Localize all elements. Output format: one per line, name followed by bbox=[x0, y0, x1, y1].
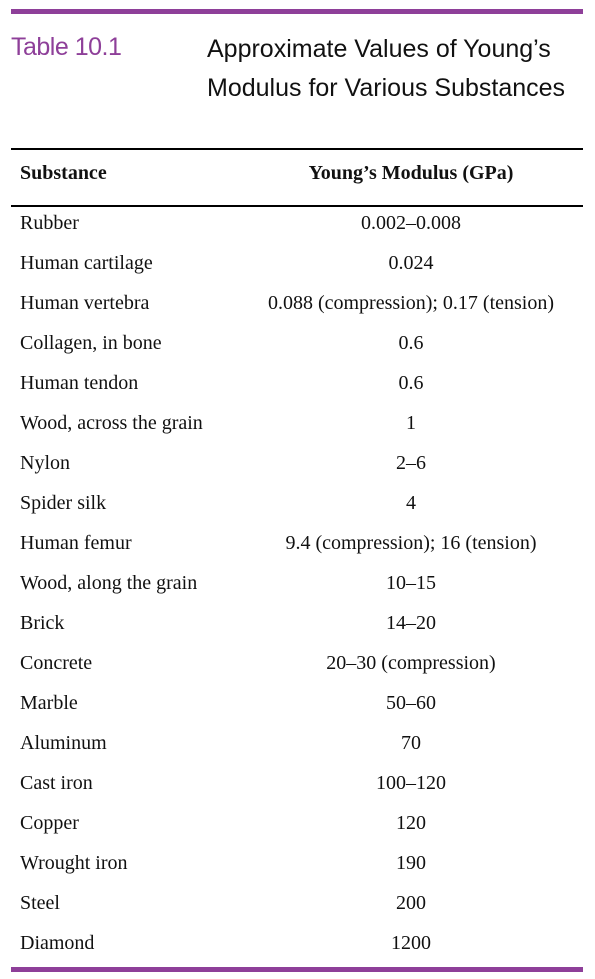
modulus-cell: 1 bbox=[406, 412, 416, 434]
table-row: Nylon 2–6 bbox=[11, 444, 583, 484]
table-row: Rubber 0.002–0.008 bbox=[11, 204, 583, 244]
table-row: Diamond 1200 bbox=[11, 924, 583, 964]
modulus-cell: 10–15 bbox=[386, 572, 436, 594]
table-row: Aluminum 70 bbox=[11, 724, 583, 764]
modulus-cell: 9.4 (compression); 16 (tension) bbox=[285, 532, 537, 554]
substance-cell: Wood, along the grain bbox=[20, 572, 198, 594]
substance-cell: Rubber bbox=[20, 212, 79, 234]
header-bottom-rule bbox=[11, 205, 583, 207]
table-row: Human cartilage 0.024 bbox=[11, 244, 583, 284]
table-number-label: Table 10.1 bbox=[11, 33, 122, 61]
substance-cell: Spider silk bbox=[20, 492, 107, 514]
modulus-cell: 0.6 bbox=[398, 372, 424, 394]
modulus-cell: 50–60 bbox=[386, 692, 436, 714]
modulus-cell: 0.6 bbox=[398, 332, 424, 354]
substance-cell: Wood, across the grain bbox=[20, 412, 203, 434]
modulus-cell: 14–20 bbox=[386, 612, 436, 634]
substance-cell: Cast iron bbox=[20, 772, 93, 794]
table-row: Human femur 9.4 (compression); 16 (tensio… bbox=[11, 524, 583, 564]
substance-cell: Human cartilage bbox=[20, 252, 153, 274]
substance-cell: Collagen, in bone bbox=[20, 332, 162, 354]
modulus-cell: 190 bbox=[396, 852, 426, 874]
substance-cell: Diamond bbox=[20, 932, 95, 954]
modulus-cell: 100–120 bbox=[376, 772, 446, 794]
table-row: Human vertebra 0.088 (compression); 0.17 … bbox=[11, 284, 583, 324]
substance-cell: Human femur bbox=[20, 532, 132, 554]
modulus-cell: 2–6 bbox=[396, 452, 426, 474]
modulus-cell: 200 bbox=[396, 892, 426, 914]
header-top-rule bbox=[11, 148, 583, 150]
substance-cell: Copper bbox=[20, 812, 79, 834]
modulus-cell: 70 bbox=[401, 732, 421, 754]
table-row: Copper 120 bbox=[11, 804, 583, 844]
table-row: Cast iron 100–120 bbox=[11, 764, 583, 804]
top-accent-bar bbox=[11, 9, 583, 14]
modulus-cell: 0.088 (compression); 0.17 (tension) bbox=[267, 292, 555, 314]
modulus-cell: 20–30 (compression) bbox=[326, 652, 496, 674]
table-row: Collagen, in bone 0.6 bbox=[11, 324, 583, 364]
table-row: Steel 200 bbox=[11, 884, 583, 924]
table-body: Rubber 0.002–0.008 Human cartilage 0.024 Hum… bbox=[11, 204, 583, 964]
substance-cell: Marble bbox=[20, 692, 78, 714]
substance-cell: Human tendon bbox=[20, 372, 139, 394]
table-row: Wrought iron 190 bbox=[11, 844, 583, 884]
table-row: Brick 14–20 bbox=[11, 604, 583, 644]
header-substance: Substance bbox=[20, 162, 107, 184]
substance-cell: Concrete bbox=[20, 652, 93, 674]
substance-cell: Aluminum bbox=[20, 732, 107, 754]
header-youngs-modulus: Young’s Modulus (GPa) bbox=[308, 162, 514, 184]
table-row: Marble 50–60 bbox=[11, 684, 583, 724]
table-row: Concrete 20–30 (compression) bbox=[11, 644, 583, 684]
modulus-cell: 120 bbox=[396, 812, 426, 834]
table-row: Spider silk 4 bbox=[11, 484, 583, 524]
table-title: Approximate Values of Young’s Modulus fo… bbox=[207, 35, 566, 102]
table-row: Wood, across the grain 1 bbox=[11, 404, 583, 444]
modulus-cell: 1200 bbox=[391, 932, 431, 954]
table-header-row: Substance Young’s Modulus (GPa) bbox=[11, 150, 583, 205]
table-row: Human tendon 0.6 bbox=[11, 364, 583, 404]
modulus-cell: 0.024 bbox=[388, 252, 434, 274]
substance-cell: Nylon bbox=[20, 452, 70, 474]
table-row: Wood, along the grain 10–15 bbox=[11, 564, 583, 604]
substance-cell: Wrought iron bbox=[20, 852, 128, 874]
modulus-cell: 4 bbox=[406, 492, 416, 514]
substance-cell: Steel bbox=[20, 892, 60, 914]
bottom-accent-bar bbox=[11, 967, 583, 972]
modulus-cell: 0.002–0.008 bbox=[361, 212, 461, 234]
substance-cell: Brick bbox=[20, 612, 65, 634]
substance-cell: Human vertebra bbox=[20, 292, 150, 314]
